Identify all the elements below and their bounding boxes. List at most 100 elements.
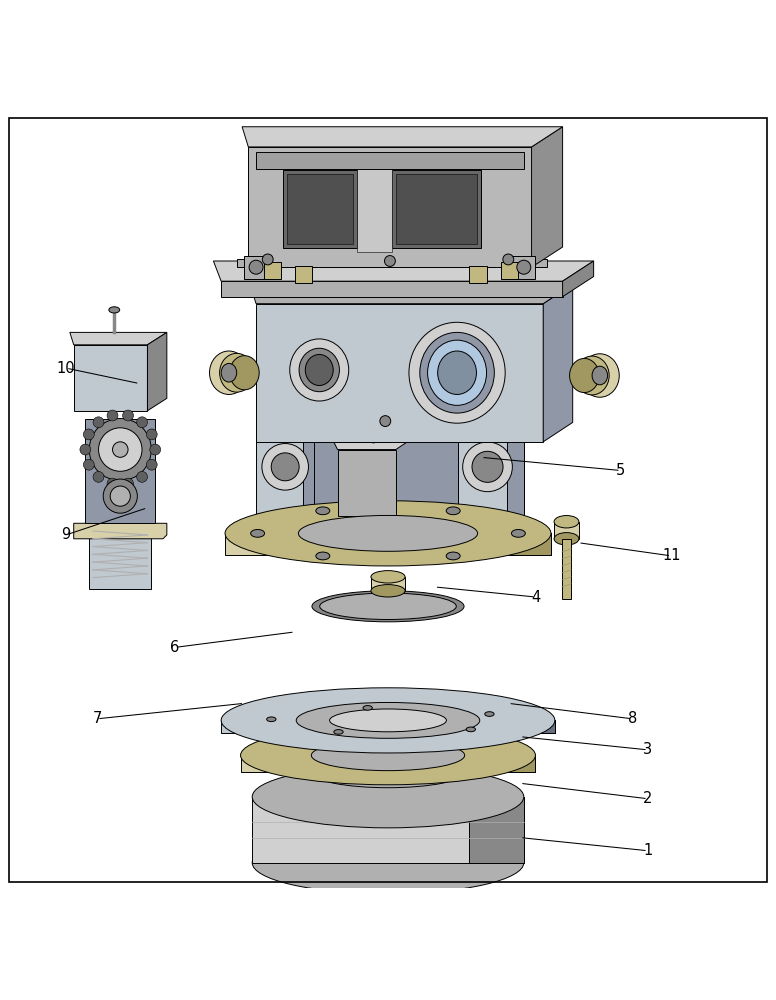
Ellipse shape [93, 471, 104, 482]
Polygon shape [357, 166, 392, 252]
Ellipse shape [570, 358, 599, 393]
Polygon shape [221, 281, 563, 297]
Ellipse shape [113, 442, 128, 457]
Text: 6: 6 [170, 640, 179, 655]
Polygon shape [502, 533, 551, 555]
Polygon shape [74, 345, 147, 411]
Polygon shape [532, 127, 563, 267]
Ellipse shape [272, 453, 300, 481]
Ellipse shape [221, 363, 237, 382]
Bar [392, 170, 481, 248]
Text: 2: 2 [643, 791, 653, 806]
Ellipse shape [107, 410, 118, 421]
Text: 7: 7 [92, 711, 102, 726]
Text: 5: 5 [616, 463, 625, 478]
Ellipse shape [83, 459, 94, 470]
Ellipse shape [503, 254, 514, 265]
Ellipse shape [123, 478, 133, 489]
Ellipse shape [380, 416, 391, 427]
Polygon shape [314, 434, 458, 535]
Bar [469, 266, 487, 283]
Bar [396, 174, 477, 244]
Polygon shape [225, 533, 551, 555]
Ellipse shape [311, 757, 465, 788]
Polygon shape [70, 332, 167, 345]
Polygon shape [469, 797, 524, 863]
Polygon shape [371, 577, 405, 591]
Ellipse shape [296, 702, 480, 738]
Ellipse shape [517, 260, 531, 274]
Ellipse shape [262, 254, 273, 265]
Ellipse shape [221, 688, 555, 753]
Ellipse shape [123, 410, 133, 421]
Ellipse shape [109, 307, 120, 313]
Ellipse shape [147, 459, 158, 470]
Ellipse shape [305, 354, 333, 385]
Polygon shape [338, 450, 396, 516]
Ellipse shape [368, 404, 377, 410]
Ellipse shape [316, 552, 330, 560]
Ellipse shape [225, 501, 551, 566]
Ellipse shape [230, 356, 259, 390]
Ellipse shape [137, 417, 147, 428]
Ellipse shape [150, 444, 161, 455]
Ellipse shape [409, 322, 505, 423]
Ellipse shape [384, 256, 395, 266]
Polygon shape [244, 256, 268, 279]
Ellipse shape [462, 442, 512, 492]
Ellipse shape [252, 766, 524, 828]
Polygon shape [543, 284, 573, 442]
Ellipse shape [472, 451, 503, 482]
Ellipse shape [363, 706, 372, 710]
Polygon shape [256, 304, 543, 442]
Ellipse shape [554, 516, 579, 528]
Polygon shape [458, 384, 524, 535]
Ellipse shape [110, 486, 130, 506]
Ellipse shape [420, 332, 494, 413]
Polygon shape [311, 755, 465, 772]
Bar [256, 152, 524, 169]
Ellipse shape [334, 730, 343, 734]
Ellipse shape [147, 429, 158, 440]
Polygon shape [147, 332, 167, 411]
Text: 11: 11 [662, 548, 681, 563]
Polygon shape [508, 384, 524, 535]
Ellipse shape [446, 507, 460, 515]
Ellipse shape [311, 740, 465, 771]
Bar [501, 262, 518, 279]
Ellipse shape [262, 444, 308, 490]
Polygon shape [334, 442, 407, 450]
Ellipse shape [89, 419, 151, 481]
Ellipse shape [580, 354, 619, 397]
Ellipse shape [312, 591, 464, 622]
Polygon shape [256, 384, 314, 535]
Polygon shape [74, 523, 167, 539]
Bar [264, 262, 281, 279]
Ellipse shape [371, 571, 405, 583]
Ellipse shape [438, 351, 476, 394]
Ellipse shape [83, 429, 94, 440]
Ellipse shape [137, 471, 147, 482]
Ellipse shape [80, 444, 91, 455]
Ellipse shape [107, 478, 118, 489]
Text: 8: 8 [628, 711, 637, 726]
Polygon shape [562, 539, 571, 599]
Ellipse shape [485, 712, 494, 716]
Ellipse shape [251, 529, 265, 537]
Ellipse shape [103, 479, 137, 513]
Ellipse shape [592, 366, 608, 385]
Polygon shape [248, 147, 532, 267]
Ellipse shape [93, 417, 104, 428]
Polygon shape [491, 755, 535, 772]
Text: 9: 9 [61, 527, 71, 542]
Polygon shape [242, 127, 563, 147]
Ellipse shape [575, 356, 609, 395]
Ellipse shape [466, 727, 476, 732]
Polygon shape [512, 256, 535, 279]
Ellipse shape [99, 428, 142, 471]
Bar [89, 536, 151, 589]
Ellipse shape [299, 348, 339, 392]
Ellipse shape [316, 507, 330, 515]
Polygon shape [250, 284, 573, 304]
Ellipse shape [267, 717, 276, 722]
